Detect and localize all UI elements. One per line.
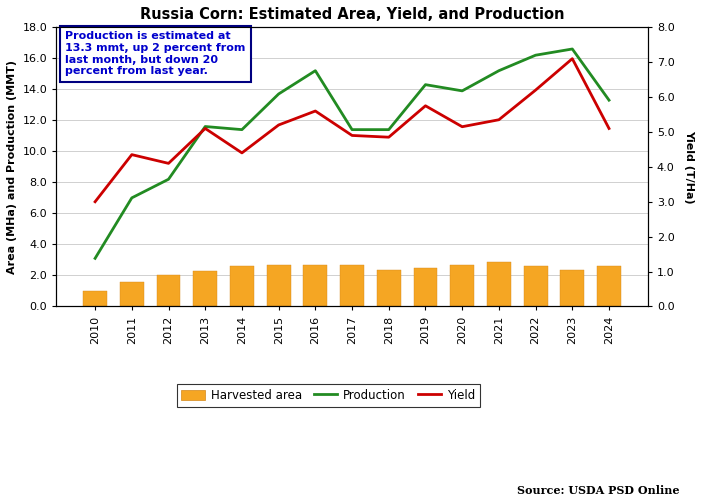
Bar [266, 265, 291, 306]
Bar [304, 264, 327, 306]
Yield [421, 103, 430, 109]
Bar [377, 270, 401, 306]
Yield [348, 132, 356, 138]
Yield [385, 134, 393, 140]
Yield [274, 122, 283, 128]
Production [495, 68, 503, 74]
Production [568, 46, 576, 52]
Bar [230, 266, 254, 306]
Bar [340, 265, 364, 306]
Production [274, 91, 283, 97]
Yield [128, 152, 136, 158]
Production [458, 88, 466, 94]
Yield [568, 56, 576, 62]
Bar [487, 262, 511, 306]
Text: Production is estimated at
13.3 mmt, up 2 percent from
last month, but down 20
p: Production is estimated at 13.3 mmt, up … [65, 31, 245, 76]
Title: Russia Corn: Estimated Area, Yield, and Production: Russia Corn: Estimated Area, Yield, and … [139, 7, 564, 22]
Bar [524, 266, 547, 306]
Line: Yield: Yield [95, 59, 609, 202]
Production [238, 126, 246, 132]
Yield [495, 117, 503, 123]
Yield [531, 87, 540, 93]
Yield [201, 125, 210, 131]
Yield [458, 124, 466, 129]
Bar [450, 264, 474, 306]
Production [311, 68, 320, 74]
Yield [164, 160, 172, 166]
Bar [156, 275, 180, 306]
Yield [605, 125, 613, 131]
Production [128, 195, 136, 201]
Bar [120, 281, 144, 306]
Text: Source: USDA PSD Online: Source: USDA PSD Online [517, 485, 680, 496]
Production [201, 124, 210, 129]
Yield [91, 199, 100, 205]
Production [91, 255, 100, 261]
Yield [311, 108, 320, 114]
Production [385, 126, 393, 132]
Production [531, 52, 540, 58]
Legend: Harvested area, Production, Yield: Harvested area, Production, Yield [177, 384, 480, 406]
Bar [597, 266, 621, 306]
Bar [83, 291, 107, 306]
Bar [560, 270, 584, 306]
Production [348, 126, 356, 132]
Yield [238, 150, 246, 156]
Production [164, 176, 172, 182]
Y-axis label: Yield (T/Ha): Yield (T/Ha) [684, 130, 694, 204]
Bar [414, 267, 437, 306]
Production [421, 82, 430, 88]
Line: Production: Production [95, 49, 609, 258]
Bar [193, 271, 217, 306]
Production [605, 97, 613, 103]
Y-axis label: Area (MHa) and Production (MMT): Area (MHa) and Production (MMT) [7, 60, 17, 274]
